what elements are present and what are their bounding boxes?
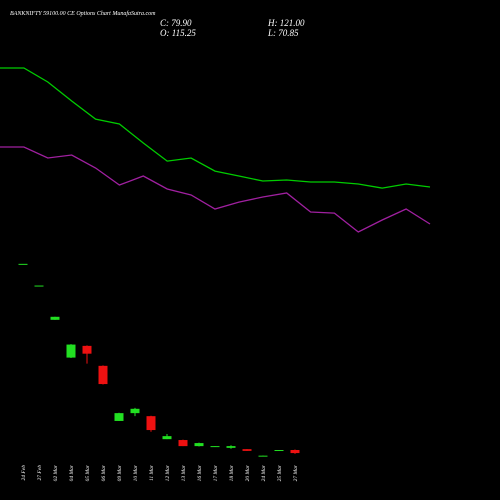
x-tick-label: 25 Mar: [277, 464, 283, 481]
candle-body: [162, 436, 172, 440]
x-tick-label: 02 Mar: [53, 464, 59, 481]
x-tick-label: 12 Mar: [165, 464, 171, 481]
x-tick-label: 13 Mar: [181, 464, 187, 481]
x-tick-label: 11 Mar: [149, 464, 155, 481]
x-tick-label: 10 Mar: [133, 464, 139, 481]
x-tick-label: 24 Feb: [20, 465, 27, 481]
overlay-line: [0, 67, 431, 189]
candle-body: [290, 449, 300, 454]
candle-body: [130, 408, 140, 414]
x-tick-label: 18 Mar: [229, 464, 235, 481]
overlay-line: [0, 146, 431, 233]
close-label: C: 79.90: [160, 18, 192, 28]
x-tick-label: 09 Mar: [117, 464, 123, 481]
candle-body: [242, 449, 252, 451]
open-label: O: 115.25: [160, 28, 196, 38]
chart-title: BANKNIFTY 59100.00 CE Options Chart Muna…: [10, 10, 156, 17]
candle-body: [258, 455, 268, 457]
x-tick-label: 27 Mar: [293, 464, 299, 481]
candle-body: [66, 344, 76, 358]
x-tick-label: 06 Mar: [101, 464, 107, 481]
candle-body: [82, 345, 92, 354]
candle-body: [50, 316, 60, 320]
candle-body: [178, 440, 188, 447]
candle-body: [34, 285, 44, 287]
candle-body: [210, 446, 220, 448]
x-tick-label: 17 Mar: [213, 464, 219, 481]
x-tick-label: 04 Mar: [68, 464, 75, 481]
x-tick-label: 27 Feb: [37, 465, 43, 481]
x-tick-label: 05 Mar: [85, 464, 91, 481]
candle-body: [146, 416, 156, 431]
high-label: H: 121.00: [267, 18, 305, 28]
x-tick-label: 20 Mar: [245, 464, 251, 481]
x-tick-label: 24 Mar: [260, 464, 267, 481]
candle-body: [114, 413, 124, 421]
candle-body: [194, 443, 204, 447]
low-label: L: 70.85: [267, 28, 299, 38]
candle-body: [18, 263, 28, 265]
candle-body: [98, 365, 108, 385]
candle-body: [274, 450, 284, 452]
x-tick-label: 16 Mar: [197, 464, 203, 481]
candle-body: [226, 446, 236, 448]
